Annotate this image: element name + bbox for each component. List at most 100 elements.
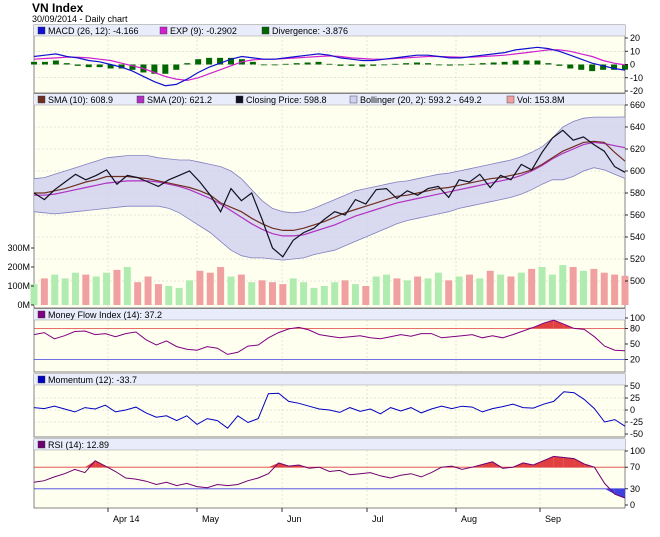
divergence-bar (107, 64, 114, 69)
macd-axis-tick-label: 10 (630, 46, 640, 56)
rsi-panel-legend-bg (34, 439, 625, 450)
volume-bar (279, 284, 287, 305)
divergence-bar (545, 63, 552, 65)
divergence-bar (381, 64, 388, 66)
price-axis-tick-label: 500 (630, 276, 645, 286)
volume-bar (424, 278, 432, 305)
divergence-bar (304, 62, 311, 65)
price-legend-label: Vol: 153.8M (517, 95, 565, 105)
divergence-bar (435, 64, 442, 66)
divergence-bar (359, 64, 366, 67)
macd-legend-swatch (159, 26, 168, 35)
divergence-bar (195, 59, 202, 65)
divergence-bar (249, 61, 256, 65)
rsi-axis-tick-label: 0 (630, 500, 635, 510)
bollinger-upper-line (33, 116, 626, 214)
price-legend-swatch (37, 95, 46, 104)
volume-bar (113, 269, 121, 305)
price-legend-swatch (349, 95, 358, 104)
x-axis-tick-label: Jul (372, 514, 384, 524)
rsi-overbought-fill (84, 460, 96, 468)
macd-axis-tick-label: 20 (630, 33, 640, 43)
divergence-bar (52, 60, 59, 65)
rsi-overbought-fill (563, 457, 575, 468)
x-axis-tick-label: Apr 14 (113, 514, 140, 524)
divergence-bar (622, 64, 628, 70)
volume-bar (289, 278, 297, 305)
price-legend-swatch (136, 95, 145, 104)
macd-legend-label: MACD (26, 12): -4.166 (48, 26, 139, 36)
volume-bar (320, 286, 328, 305)
mfi-axis-tick-label: 100 (630, 313, 645, 323)
volume-bar (331, 282, 339, 305)
volume-bar (497, 274, 505, 305)
momentum-axis-tick-label: -50 (630, 429, 643, 439)
volume-bar (61, 278, 69, 305)
volume-axis-tick-label: 300M (7, 243, 30, 253)
volume-bar (393, 278, 401, 305)
volume-bar (237, 274, 245, 305)
divergence-bar (370, 64, 377, 66)
momentum-legend-swatch (37, 375, 46, 384)
x-axis-tick-label: Sep (545, 514, 561, 524)
volume-bar (175, 287, 183, 305)
momentum-legend-label: Momentum (12): -33.7 (48, 375, 137, 385)
divergence-bar (129, 64, 136, 70)
exp-line (33, 49, 626, 82)
divergence-bar (337, 64, 344, 66)
divergence-bar (348, 64, 355, 66)
bollinger-lower-line (33, 167, 626, 261)
price-legend-label: Closing Price: 598.8 (246, 95, 327, 105)
volume-bar (206, 272, 214, 305)
divergence-bar (271, 64, 278, 66)
volume-bar (455, 276, 463, 305)
rsi-axis-tick-label: 30 (630, 484, 640, 494)
sma20-line (34, 141, 626, 237)
volume-bar (165, 286, 173, 305)
divergence-bar (31, 61, 37, 65)
mfi-panel-legend-bg (34, 309, 625, 320)
macd-axis-tick-label: -10 (630, 73, 643, 83)
volume-bar (40, 278, 48, 305)
price-axis-tick-label: 520 (630, 254, 645, 264)
price-legend-swatch (235, 95, 244, 104)
closing-price-line (33, 129, 626, 258)
price-axis-tick-label: 620 (630, 144, 645, 154)
divergence-bar (578, 64, 585, 70)
volume-bar (351, 284, 359, 305)
volume-bar (476, 278, 484, 305)
volume-bar (548, 274, 556, 305)
divergence-bar (479, 63, 486, 65)
price-panel-legend-bg (34, 94, 625, 105)
macd-line (33, 46, 626, 87)
volume-axis-tick-label: 200M (7, 262, 30, 272)
divergence-bar (523, 60, 530, 65)
momentum-line (33, 391, 626, 429)
divergence-bar (468, 63, 475, 65)
divergence-bar (41, 61, 48, 65)
price-legend-swatch (506, 95, 515, 104)
divergence-bar (556, 64, 563, 66)
divergence-bar (260, 64, 267, 66)
volume-bar (517, 272, 525, 305)
volume-bar (310, 287, 318, 305)
rsi-legend-swatch (37, 440, 46, 449)
volume-bar (559, 265, 567, 305)
volume-bar (186, 280, 194, 305)
divergence-bar (403, 63, 410, 65)
volume-bar (465, 274, 473, 305)
mfi-axis-tick-label: 80 (630, 323, 640, 333)
chart-subtitle: 30/09/2014 - Daily chart (32, 14, 128, 24)
macd-axis-tick-label: 0 (630, 60, 635, 70)
volume-bar (383, 274, 391, 305)
divergence-bar (184, 63, 191, 65)
price-legend-label: SMA (10): 608.9 (48, 95, 113, 105)
divergence-bar (567, 64, 574, 69)
volume-bar (590, 268, 598, 305)
volume-bar (341, 280, 349, 305)
momentum-axis-tick-label: 25 (630, 393, 640, 403)
volume-bar (82, 274, 90, 305)
volume-bar (248, 282, 256, 305)
mfi-line (33, 319, 626, 355)
